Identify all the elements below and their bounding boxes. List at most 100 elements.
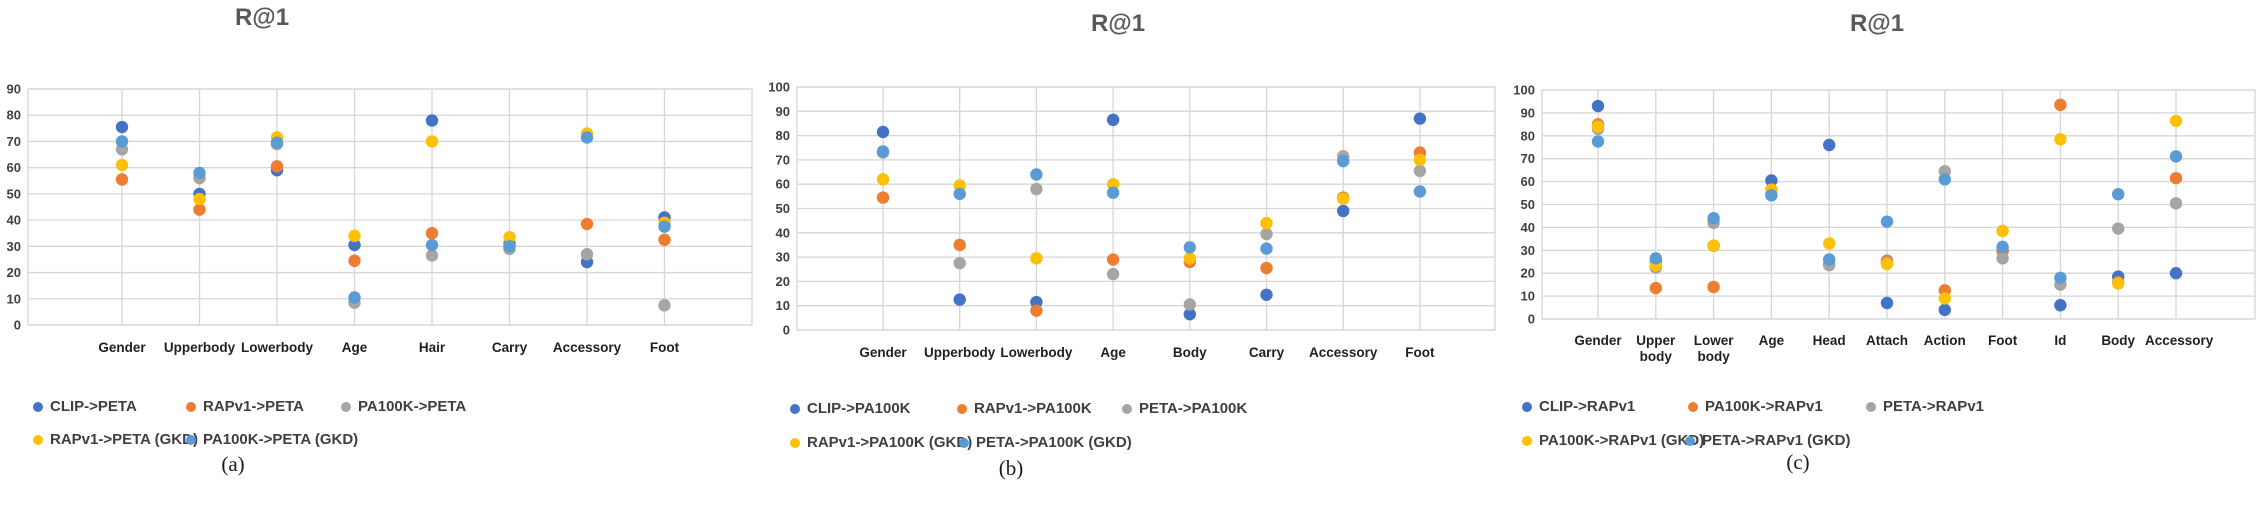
- y-axis-tick-label: 70: [7, 134, 21, 149]
- data-point-a-s2-c6: [580, 248, 594, 261]
- legend-item: PETA->PA100K (GKD): [959, 434, 1132, 451]
- data-point-c-s4-c9: [2112, 187, 2125, 201]
- legend-marker-icon: [790, 403, 800, 414]
- legend-item: RAPv1->PETA: [186, 398, 304, 415]
- legend-label: PA100K->RAPv1 (GKD): [1539, 432, 1705, 449]
- x-axis-category-label: Id: [2054, 333, 2067, 348]
- y-axis-tick-label: 10: [776, 298, 790, 313]
- y-axis-tick-label: 90: [7, 82, 21, 97]
- data-point-b-s3-c0: [876, 173, 890, 186]
- plot-border: [27, 88, 753, 326]
- x-axis-category-label: Action: [1923, 333, 1966, 348]
- x-axis-category-label: Carry: [1248, 345, 1285, 360]
- legend-label: RAPv1->PETA: [203, 398, 305, 415]
- legend-item: RAPv1->PA100K: [957, 400, 1092, 417]
- y-axis-tick-label: 60: [776, 177, 790, 192]
- subfigure-caption: (a): [221, 452, 245, 476]
- data-point-c-s1-c10: [2169, 171, 2183, 185]
- data-point-c-s0-c6: [1938, 303, 1951, 317]
- chart-title: R@1: [1849, 10, 1905, 37]
- data-point-b-s2-c5: [1260, 227, 1273, 241]
- plot-border: [796, 86, 1496, 331]
- legend-marker-icon: [341, 401, 351, 412]
- data-point-c-s3-c6: [1938, 292, 1951, 305]
- x-axis-category-label: Age: [1100, 345, 1126, 360]
- data-point-a-s2-c4: [425, 249, 439, 262]
- data-point-a-s3-c1: [193, 192, 206, 206]
- data-point-b-s0-c0: [876, 125, 890, 139]
- data-point-b-s1-c2: [1030, 304, 1043, 317]
- data-point-c-s3-c4: [1823, 237, 1836, 250]
- chart-panel-c: R@1 0 10 20 30 40 50 60 70 80 90 100 Gender Upper bod…: [1512, 0, 2267, 509]
- legend-marker-icon: [186, 434, 196, 445]
- data-point-c-s0-c10: [2169, 267, 2183, 280]
- legend-item: PA100K->RAPv1: [1688, 398, 1823, 415]
- data-point-b-s0-c4: [1183, 308, 1196, 321]
- legend-marker-icon: [1688, 401, 1698, 412]
- legend-marker-icon: [1522, 401, 1532, 412]
- legend-label: CLIP->PETA: [50, 398, 137, 415]
- x-axis-category-label: Lower body: [1693, 333, 1734, 365]
- y-axis-tick-label: 40: [1521, 220, 1535, 235]
- data-point-a-s2-c7: [658, 299, 671, 312]
- data-point-b-s2-c7: [1413, 164, 1427, 178]
- data-point-a-s3-c0: [115, 158, 129, 172]
- legend-label: PA100K->PETA (GKD): [203, 431, 359, 448]
- data-point-b-s0-c2: [1030, 295, 1043, 309]
- data-point-a-s3-c5: [503, 230, 516, 244]
- data-point-b-s4-c6: [1337, 154, 1350, 168]
- data-point-b-s4-c7: [1413, 185, 1427, 198]
- legend-label: CLIP->PA100K: [807, 400, 911, 417]
- data-point-c-s1-c1: [1649, 281, 1662, 295]
- data-point-a-s4-c3: [348, 291, 361, 304]
- data-point-c-s3-c7: [1996, 224, 2009, 238]
- legend-item: PETA->PA100K: [1122, 400, 1247, 417]
- subfigure-caption: (b): [998, 456, 1024, 480]
- data-point-c-s4-c6: [1938, 173, 1951, 186]
- y-axis-tick-label: 50: [1521, 197, 1535, 212]
- y-axis-tick-label: 40: [776, 225, 790, 240]
- data-point-c-s2-c10: [2169, 197, 2183, 210]
- data-point-b-s4-c2: [1030, 168, 1043, 181]
- y-axis-tick-label: 60: [1521, 174, 1535, 189]
- data-point-b-s1-c1: [953, 238, 966, 252]
- data-point-a-s1-c7: [658, 233, 671, 246]
- data-point-b-s4-c0: [876, 145, 890, 158]
- y-axis-tick-label: 10: [1521, 289, 1535, 304]
- chart-plot-c: 0 10 20 30 40 50 60 70 80 90 100: [1513, 83, 2256, 327]
- data-point-c-s3-c9: [2112, 277, 2125, 290]
- legend-item: RAPv1->PETA (GKD): [33, 431, 198, 448]
- data-point-b-s0-c7: [1413, 112, 1427, 125]
- chart-title: R@1: [234, 4, 290, 31]
- y-axis-tick-label: 50: [776, 201, 790, 216]
- data-point-b-s2-c2: [1030, 182, 1043, 196]
- y-axis-tick-label: 90: [1521, 105, 1535, 120]
- data-point-c-s3-c5: [1880, 257, 1894, 271]
- legend-marker-icon: [33, 401, 43, 412]
- data-point-c-s1-c8: [2054, 98, 2067, 112]
- x-axis-category-label: Age: [341, 340, 368, 355]
- data-point-b-s2-c1: [953, 256, 966, 270]
- data-point-a-s4-c7: [658, 220, 671, 233]
- y-axis-tick-label: 100: [768, 80, 790, 95]
- x-axis-category-label: Gender: [1574, 333, 1622, 348]
- data-point-b-s1-c0: [876, 191, 890, 204]
- legend-marker-icon: [790, 437, 800, 448]
- data-point-a-s3-c3: [348, 229, 361, 243]
- data-point-c-s0-c0: [1591, 99, 1605, 113]
- y-axis-tick-label: 20: [7, 265, 21, 280]
- data-point-c-s3-c2: [1707, 239, 1720, 252]
- data-point-a-s4-c2: [270, 136, 284, 149]
- y-axis-tick-label: 100: [1513, 83, 1535, 98]
- data-point-a-s1-c6: [580, 217, 594, 231]
- y-axis-tick-label: 40: [7, 213, 21, 228]
- y-axis-tick-label: 0: [1528, 312, 1535, 327]
- data-point-c-s4-c1: [1649, 252, 1662, 265]
- x-axis-category-label: Accessory: [552, 340, 622, 355]
- y-axis-tick-label: 80: [1521, 128, 1535, 143]
- data-point-c-s0-c8: [2054, 299, 2067, 312]
- x-axis-category-label: Body: [1172, 345, 1207, 360]
- data-point-a-s4-c1: [193, 166, 206, 180]
- y-axis-tick-label: 20: [1521, 266, 1535, 281]
